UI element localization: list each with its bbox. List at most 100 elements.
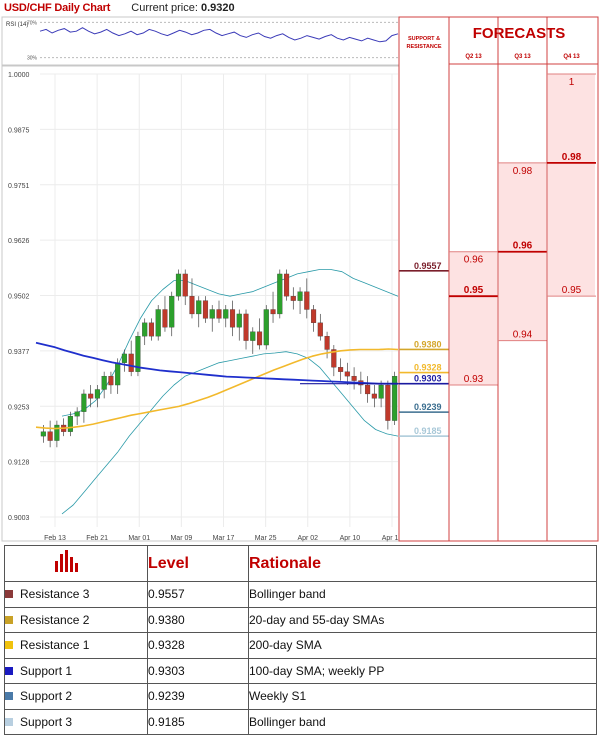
candle-body — [344, 371, 350, 377]
candle-body — [385, 384, 391, 421]
candle-body — [223, 309, 229, 319]
candle-body — [236, 313, 242, 328]
table-row: Support 2 0.9239 Weekly S1 — [4, 683, 597, 710]
forecast-low-label: 0.94 — [513, 330, 533, 341]
current-price-value: 0.9320 — [200, 2, 235, 14]
x-tick-label: Mar 09 — [170, 535, 192, 542]
candle-body — [115, 362, 121, 386]
table-row: Support 1 0.9303 100-day SMA; weekly PP — [4, 657, 597, 684]
chart-area: RSI (14)70% 30% 1.0000 0.9875 0.9751 0.9626 0.… — [1, 16, 599, 542]
candle-body — [155, 309, 161, 337]
level-value: 0.9303 — [147, 657, 249, 684]
candle-body — [148, 322, 155, 337]
candle-body — [88, 393, 94, 399]
level-color-swatch — [5, 666, 13, 675]
y-tick-label: 0.9128 — [8, 460, 30, 467]
forecast-high-label: 0.98 — [513, 166, 533, 177]
level-color-swatch — [5, 692, 13, 701]
table-header-row: Level Rationale — [4, 545, 597, 582]
forecast-median-label: 0.98 — [562, 152, 582, 163]
y-tick-label: 0.9875 — [8, 127, 30, 134]
level-value: 0.9328 — [147, 632, 249, 659]
candle-body — [331, 349, 337, 368]
rsi-tick-label: 30% — [27, 56, 38, 62]
x-tick-label: Mar 25 — [255, 535, 277, 542]
bollinger-lower-line — [61, 351, 399, 515]
sr-column — [398, 16, 450, 542]
level-rationale: Bollinger band — [248, 581, 597, 608]
sr-level-label: 0.9328 — [414, 363, 442, 373]
candle-body — [256, 331, 263, 346]
x-tick-label: Apr 18 — [382, 535, 403, 542]
candle-body — [392, 375, 398, 421]
candle-body — [229, 309, 236, 328]
level-value: 0.9239 — [147, 683, 249, 710]
y-tick-label: 0.9502 — [8, 294, 30, 301]
table-row: Resistance 1 0.9328 200-day SMA — [4, 632, 597, 659]
forecast-column-label: Q2 13 — [465, 54, 482, 60]
level-value: 0.9380 — [147, 606, 249, 633]
level-color-swatch — [5, 615, 13, 624]
sma-blue-line — [35, 341, 398, 385]
level-name: Support 3 — [20, 714, 73, 729]
sr-level-label: 0.9380 — [414, 339, 442, 349]
table-row: Resistance 2 0.9380 20-day and 55-day SM… — [4, 606, 597, 633]
forecast-low-label: 0.95 — [562, 285, 582, 296]
sr-level-label: 0.9185 — [414, 426, 442, 436]
candle-body — [142, 322, 148, 337]
y-tick-label: 1.0000 — [8, 72, 30, 79]
candle-body — [378, 384, 384, 399]
candle-body — [317, 322, 323, 337]
x-tick-label: Mar 17 — [213, 535, 235, 542]
candle-body — [135, 336, 141, 372]
candle-body — [40, 431, 46, 437]
level-rationale: 20-day and 55-day SMAs — [248, 606, 597, 633]
candle-body — [81, 393, 87, 412]
table-row: Resistance 3 0.9557 Bollinger band — [4, 581, 597, 608]
candle-body — [243, 313, 249, 341]
level-rationale: 200-day SMA — [248, 632, 597, 659]
sr-level-label: 0.9239 — [414, 402, 442, 412]
sma-yellow-line — [35, 348, 399, 430]
candle-body — [169, 296, 175, 328]
forecast-column-label: Q4 13 — [563, 54, 580, 60]
candle-body — [162, 309, 168, 328]
x-tick-label: Apr 10 — [340, 535, 361, 542]
candle-body — [263, 309, 269, 346]
sr-level-label: 0.9557 — [414, 261, 442, 271]
candle-body — [196, 300, 202, 315]
candle-body — [101, 375, 107, 390]
rsi-tick-label: 70% — [27, 20, 38, 26]
level-value: 0.9185 — [147, 708, 249, 735]
current-price-label: Current price: — [131, 2, 198, 14]
candle-body — [47, 431, 53, 441]
candle-body — [216, 309, 222, 319]
level-name: Support 2 — [20, 689, 73, 704]
forecast-range — [548, 74, 595, 297]
rationale-column-header: Rationale — [248, 545, 597, 582]
forecast-low-label: 0.93 — [464, 374, 484, 385]
y-tick-label: 0.9377 — [8, 349, 30, 356]
forecasts-title: FORECASTS — [473, 25, 566, 42]
candle-body — [74, 411, 80, 417]
level-name: Support 1 — [20, 663, 73, 678]
rsi-line — [39, 27, 399, 43]
candle-body — [338, 367, 344, 372]
candle-body — [128, 353, 134, 372]
candle-body — [175, 273, 182, 297]
level-name: Resistance 2 — [20, 612, 90, 627]
candle-body — [277, 273, 283, 315]
forecast-high-label: 0.96 — [464, 255, 484, 266]
candle-body — [297, 291, 303, 301]
candle-body — [202, 300, 209, 319]
sr-header-line1: SUPPORT & — [408, 36, 440, 42]
candle-body — [371, 393, 377, 399]
level-color-swatch — [5, 641, 13, 650]
candle-body — [324, 336, 330, 350]
bar-chart-icon — [55, 550, 78, 572]
chart-header: USD/CHF Daily Chart Current price: 0.932… — [4, 2, 235, 14]
x-tick-label: Apr 02 — [297, 535, 318, 542]
candle-body — [250, 331, 256, 341]
forecast-median-label: 0.96 — [513, 241, 533, 252]
x-tick-label: Mar 01 — [128, 535, 150, 542]
